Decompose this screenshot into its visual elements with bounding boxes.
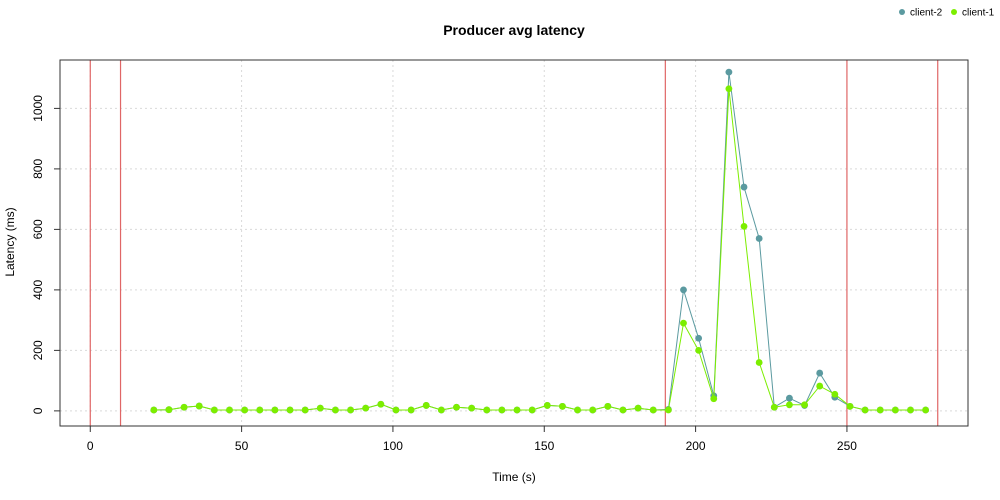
data-point: [695, 346, 703, 354]
data-point: [786, 394, 793, 402]
data-point: [680, 319, 687, 327]
data-point: [891, 406, 899, 414]
data-point: [256, 406, 264, 414]
data-point: [468, 404, 476, 412]
data-point: [680, 286, 687, 294]
data-point: [664, 406, 672, 414]
data-point: [407, 406, 415, 414]
x-tick-label: 50: [235, 439, 249, 453]
grid-layer: [60, 60, 968, 426]
data-point: [453, 403, 460, 411]
data-point: [634, 404, 642, 412]
data-point: [483, 406, 491, 414]
data-point: [377, 400, 385, 408]
data-point: [332, 406, 339, 414]
legend-label: client-2: [910, 8, 943, 19]
data-point: [755, 235, 763, 242]
data-point: [816, 369, 824, 377]
data-point: [907, 406, 914, 414]
y-tick-label: 400: [31, 280, 45, 300]
data-point: [740, 222, 748, 230]
data-point: [180, 403, 188, 411]
legend-label: client-1: [962, 8, 995, 19]
data-point: [226, 406, 233, 414]
data-point: [922, 406, 930, 414]
y-axis-label: Latency (ms): [3, 207, 17, 276]
data-point: [786, 401, 793, 409]
series-2: [150, 85, 930, 414]
vertical-markers: [89, 60, 939, 426]
data-point: [801, 401, 808, 409]
data-point: [513, 406, 521, 414]
data-point: [543, 402, 551, 409]
x-tick-label: 200: [686, 439, 706, 453]
data-point: [589, 406, 597, 414]
y-tick-label: 800: [31, 159, 45, 179]
data-point: [831, 390, 839, 398]
series-line: [153, 72, 926, 411]
data-point: [846, 402, 854, 410]
data-point: [271, 406, 279, 414]
data-point: [301, 406, 309, 414]
x-axis: 0 50 100 150 200 250: [87, 426, 857, 453]
data-point: [392, 406, 400, 414]
series-1: [150, 68, 930, 414]
data-point: [710, 395, 718, 403]
data-point: [755, 359, 763, 366]
legend-item-2: client-1: [951, 8, 995, 19]
data-point: [725, 85, 733, 93]
legend: client-2 client-1: [899, 8, 995, 19]
x-tick-label: 100: [383, 439, 403, 453]
y-axis: 0 200 400 600 800 1000: [31, 95, 60, 414]
y-tick-label: 1000: [31, 95, 45, 122]
data-point: [437, 406, 445, 414]
data-point: [150, 406, 158, 414]
x-tick-label: 250: [837, 439, 857, 453]
data-point: [649, 406, 657, 414]
data-point: [725, 68, 733, 76]
data-point: [195, 402, 203, 410]
plot-frame: [59, 59, 969, 427]
data-point: [241, 406, 249, 414]
y-tick-label: 0: [31, 407, 45, 414]
data-point: [498, 406, 506, 414]
data-point: [347, 406, 354, 414]
series-line: [153, 88, 926, 411]
y-tick-label: 200: [31, 340, 45, 360]
x-axis-label: Time (s): [492, 470, 536, 484]
legend-marker: [899, 9, 905, 15]
data-point: [528, 406, 536, 414]
data-point: [362, 404, 370, 412]
y-tick-label: 600: [31, 219, 45, 239]
legend-marker: [951, 9, 957, 15]
data-point: [876, 406, 884, 414]
data-point: [770, 403, 778, 411]
data-point: [316, 404, 324, 412]
data-point: [816, 382, 824, 390]
data-point: [165, 406, 173, 414]
data-point: [619, 406, 627, 414]
data-point: [695, 334, 703, 342]
data-point: [740, 183, 748, 191]
data-point: [574, 406, 581, 414]
legend-item-1: client-2: [899, 8, 943, 19]
data-point: [210, 406, 218, 414]
chart-title: Producer avg latency: [443, 22, 585, 38]
data-point: [604, 402, 612, 410]
data-point: [861, 406, 869, 414]
series-layer: [150, 68, 930, 414]
data-point: [559, 402, 566, 410]
x-tick-label: 0: [87, 439, 94, 453]
x-tick-label: 150: [534, 439, 554, 453]
data-point: [286, 406, 294, 414]
data-point: [422, 402, 430, 409]
